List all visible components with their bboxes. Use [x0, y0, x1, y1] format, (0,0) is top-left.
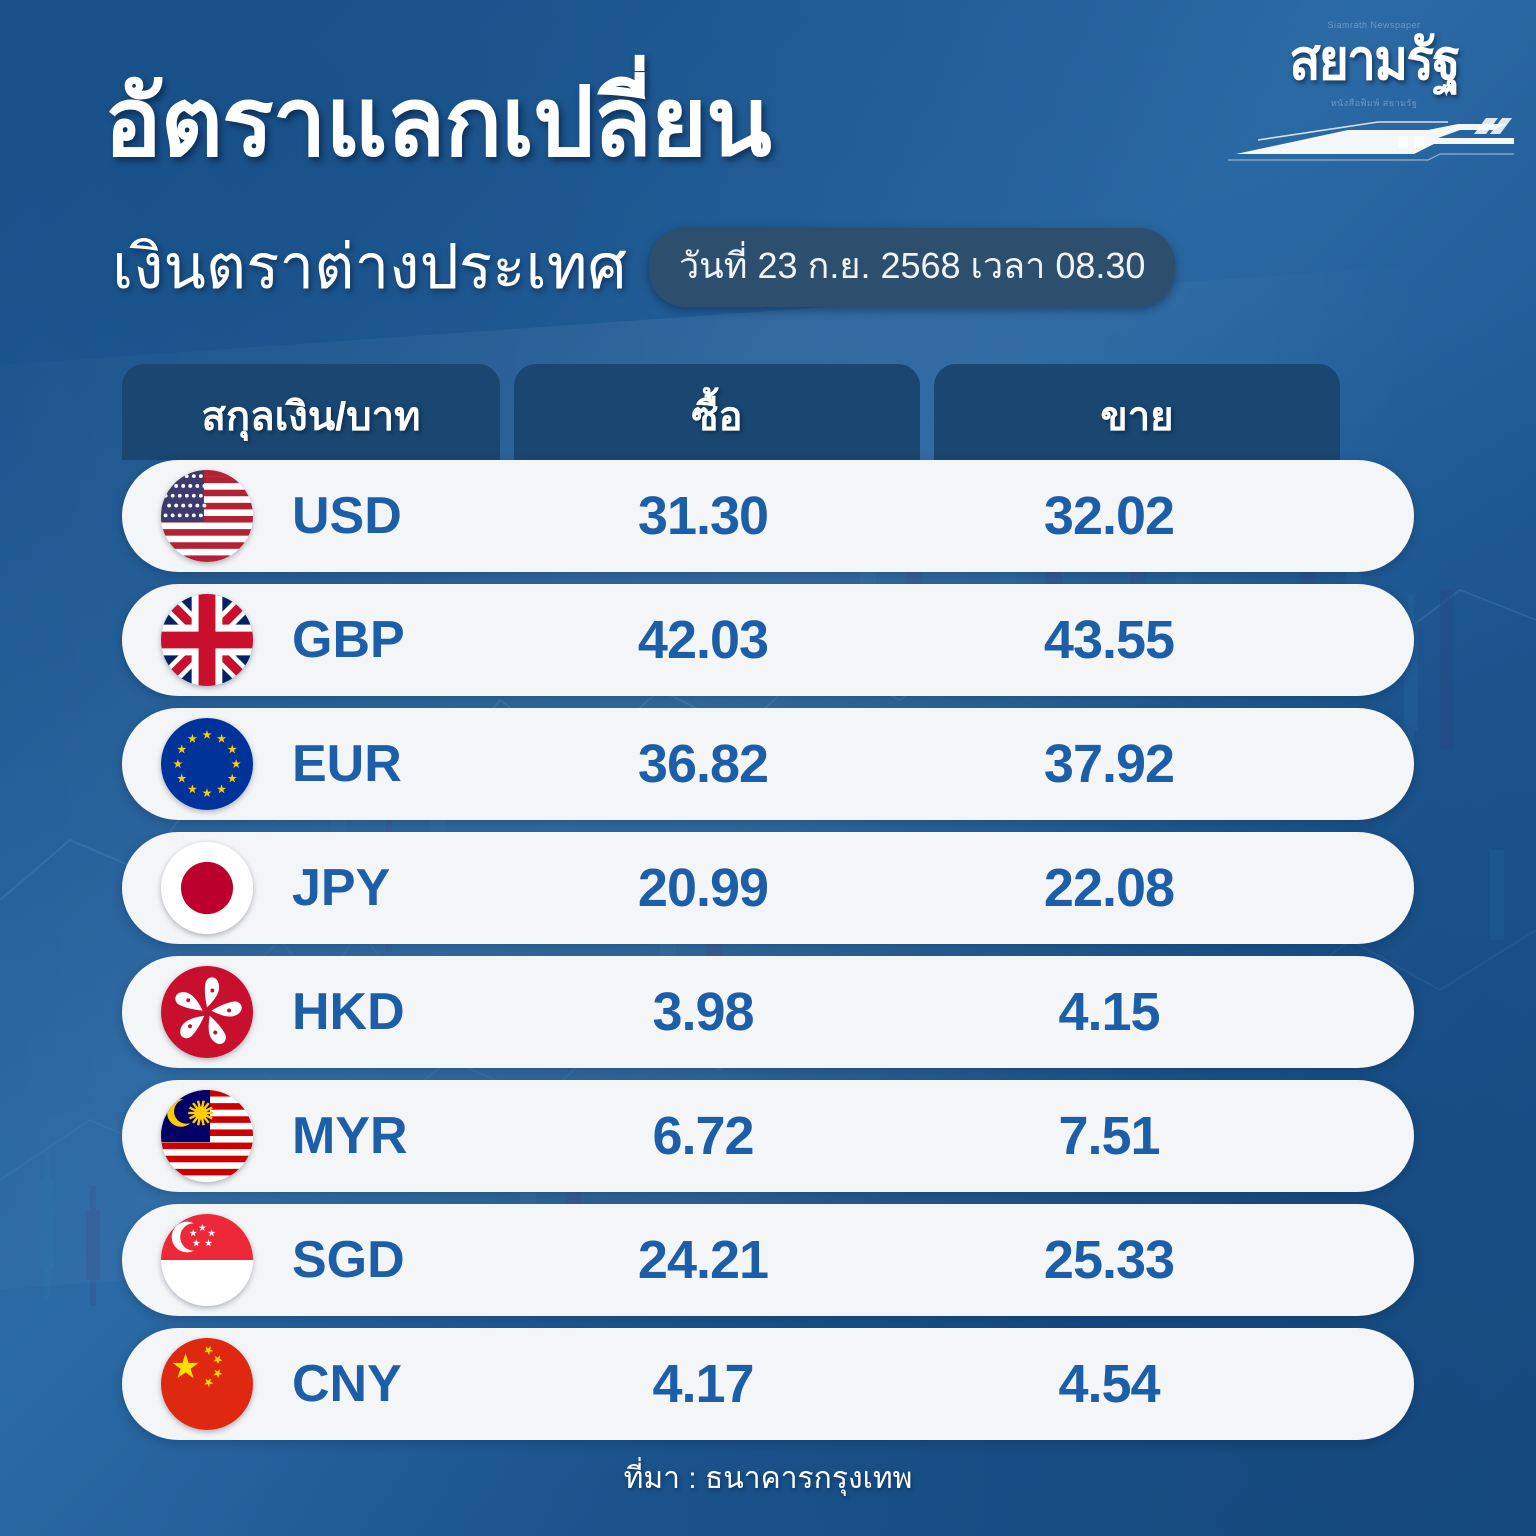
column-header-sell: ขาย: [934, 364, 1340, 460]
table-row: EUR 36.82 37.92: [122, 708, 1414, 820]
column-header-currency: สกุลเงิน/บาท: [122, 364, 500, 460]
date-time-badge: วันที่ 23 ก.ย. 2568 เวลา 08.30: [648, 228, 1176, 307]
buy-rate: 36.82: [637, 734, 769, 794]
flag-us-icon: [161, 470, 253, 562]
buy-rate: 3.98: [652, 982, 754, 1042]
sell-rate: 32.02: [1043, 486, 1175, 546]
buy-rate: 4.17: [652, 1354, 754, 1414]
exchange-rate-table: สกุลเงิน/บาท ซื้อ ขาย USD 31.30 32.02 GB…: [0, 364, 1536, 1452]
buy-rate: 42.03: [637, 610, 769, 670]
buy-rate: 31.30: [637, 486, 769, 546]
currency-code: EUR: [292, 735, 402, 793]
currency-code: HKD: [292, 983, 405, 1041]
buy-rate: 6.72: [652, 1106, 754, 1166]
currency-code: MYR: [292, 1107, 408, 1165]
flag-sg-icon: [161, 1214, 253, 1306]
flag-my-icon: [161, 1090, 253, 1182]
currency-flag-cell: [122, 470, 292, 562]
table-row: HKD 3.98 4.15: [122, 956, 1414, 1068]
column-header-buy: ซื้อ: [514, 364, 920, 460]
table-body: USD 31.30 32.02 GBP 42.03 43.55 EUR 36.8…: [0, 460, 1536, 1440]
flag-jp-icon: [161, 842, 253, 934]
currency-flag-cell: [122, 966, 292, 1058]
subtitle-row: เงินตราต่างประเทศ วันที่ 23 ก.ย. 2568 เว…: [112, 228, 1176, 307]
logo-tagline-top: Siamrath Newspaper: [1327, 20, 1421, 30]
page-subtitle: เงินตราต่างประเทศ: [112, 232, 627, 302]
currency-code: USD: [292, 487, 402, 545]
currency-flag-cell: [122, 1090, 292, 1182]
table-row: JPY 20.99 22.08: [122, 832, 1414, 944]
table-row: SGD 24.21 25.33: [122, 1204, 1414, 1316]
buy-rate: 20.99: [637, 858, 769, 918]
table-header-row: สกุลเงิน/บาท ซื้อ ขาย: [0, 364, 1536, 460]
currency-flag-cell: [122, 1214, 292, 1306]
table-row: MYR 6.72 7.51: [122, 1080, 1414, 1192]
table-row: CNY 4.17 4.54: [122, 1328, 1414, 1440]
currency-flag-cell: [122, 1338, 292, 1430]
sell-rate: 25.33: [1043, 1230, 1175, 1290]
flag-cn-icon: [161, 1338, 253, 1430]
logo-wordmark: สยามรัฐ: [1289, 28, 1460, 91]
currency-code: CNY: [292, 1355, 402, 1413]
currency-code: JPY: [292, 859, 391, 917]
table-row: GBP 42.03 43.55: [122, 584, 1414, 696]
currency-flag-cell: [122, 842, 292, 934]
siamrath-logo[interactable]: Siamrath Newspaper สยามรัฐ หนังสือพิมพ์ …: [1228, 14, 1514, 164]
sell-rate: 43.55: [1043, 610, 1175, 670]
page-title: อัตราแลกเปลี่ยน: [104, 69, 772, 176]
sell-rate: 37.92: [1043, 734, 1175, 794]
sell-rate: 4.15: [1058, 982, 1160, 1042]
sell-rate: 7.51: [1058, 1106, 1160, 1166]
flag-hk-icon: [161, 966, 253, 1058]
logo-swoosh-decoration: [1228, 118, 1514, 161]
currency-code: GBP: [292, 611, 405, 669]
page-header: อัตราแลกเปลี่ยน เงินตราต่างประเทศ วันที่…: [0, 0, 1536, 340]
currency-flag-cell: [122, 718, 292, 810]
sell-rate: 4.54: [1058, 1354, 1160, 1414]
currency-code: SGD: [292, 1231, 405, 1289]
flag-gb-icon: [161, 594, 253, 686]
currency-flag-cell: [122, 594, 292, 686]
sell-rate: 22.08: [1043, 858, 1175, 918]
flag-eu-icon: [161, 718, 253, 810]
table-row: USD 31.30 32.02: [122, 460, 1414, 572]
logo-tagline-bottom: หนังสือพิมพ์ สยามรัฐ: [1330, 98, 1418, 108]
source-footer: ที่มา : ธนาคารกรุงเทพ: [623, 1462, 913, 1495]
buy-rate: 24.21: [637, 1230, 769, 1290]
